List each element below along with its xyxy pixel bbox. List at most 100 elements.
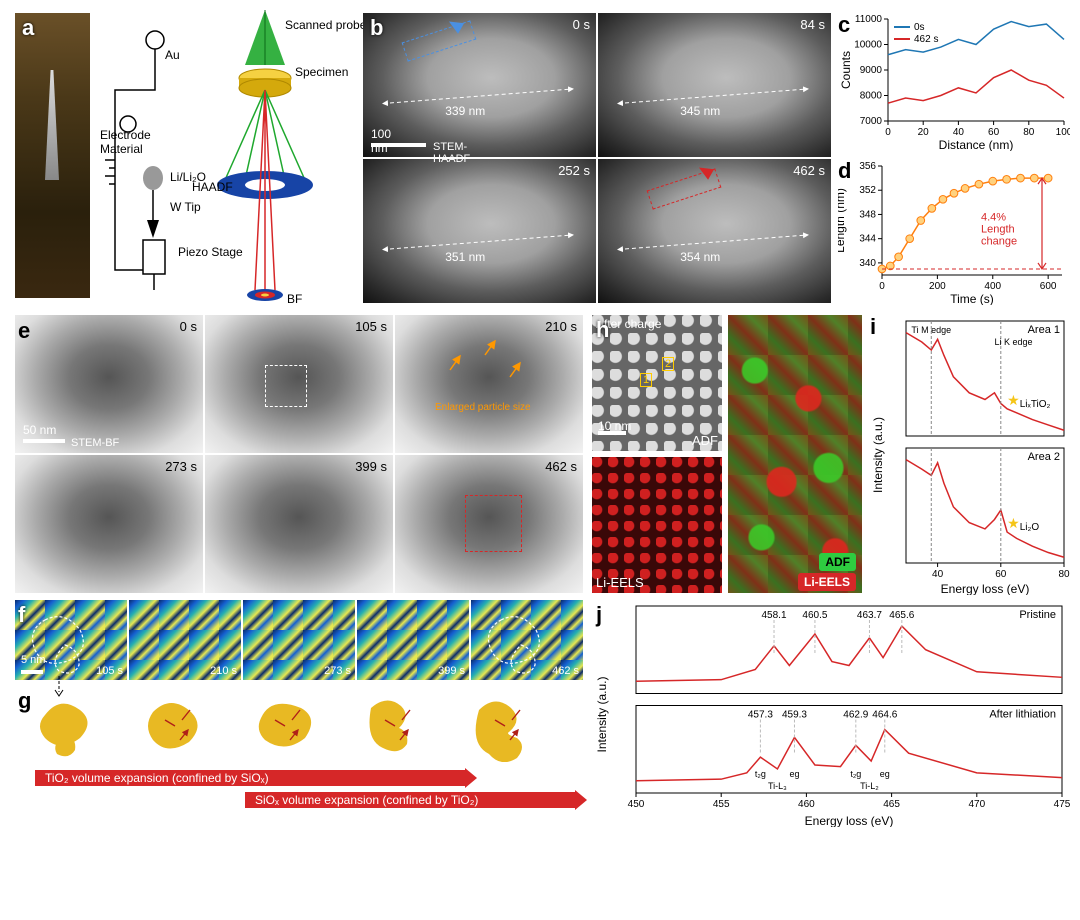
panel-f-frame: 273 s — [243, 600, 355, 680]
svg-text:200: 200 — [929, 281, 946, 292]
label-g: g — [18, 688, 31, 714]
label-bf: BF — [287, 292, 302, 306]
svg-text:40: 40 — [932, 569, 944, 580]
svg-text:460.5: 460.5 — [802, 610, 827, 621]
panel-g-blob — [365, 690, 455, 762]
panel-b-frame: 0 s 339 nm — [363, 13, 596, 157]
svg-text:11000: 11000 — [855, 14, 883, 25]
svg-text:Energy loss (eV): Energy loss (eV) — [941, 582, 1030, 595]
svg-text:340: 340 — [859, 258, 876, 269]
panel-h-m1: 1 — [640, 373, 652, 387]
svg-text:356: 356 — [859, 161, 876, 172]
label-b: b — [370, 15, 383, 41]
svg-text:460: 460 — [798, 799, 815, 810]
label-haadf: HAADF — [192, 180, 233, 194]
label-wtip: W Tip — [170, 200, 201, 214]
label-e: e — [18, 318, 30, 344]
svg-text:80: 80 — [1058, 569, 1070, 580]
panel-f-frame: 462 s — [471, 600, 583, 680]
panel-g-bar2: SiOₓ volume expansion (confined by TiO₂) — [245, 792, 575, 808]
svg-text:Area 2: Area 2 — [1028, 451, 1060, 463]
legend-li: Li-EELS — [798, 573, 856, 591]
svg-text:Intensity (a.u.): Intensity (a.u.) — [871, 417, 885, 493]
svg-text:Time (s): Time (s) — [950, 292, 994, 305]
label-c: c — [838, 12, 850, 38]
svg-text:Ti-L₃: Ti-L₃ — [768, 781, 787, 791]
svg-text:Area 1: Area 1 — [1028, 324, 1060, 336]
svg-text:★: ★ — [1007, 515, 1020, 531]
panel-e-frame: 399 s — [205, 455, 393, 593]
svg-text:t₂g: t₂g — [755, 769, 766, 779]
svg-text:80: 80 — [1023, 127, 1035, 138]
svg-text:0s: 0s — [914, 22, 925, 33]
svg-text:After lithiation: After lithiation — [989, 709, 1056, 721]
panel-b-frame: 84 s 345 nm — [598, 13, 831, 157]
panel-h: After charge 1 2 10 nm ADF Li-EELS ADF L… — [592, 315, 862, 595]
svg-text:Intensity (a.u.): Intensity (a.u.) — [595, 676, 609, 752]
svg-text:LiₓTiO₂: LiₓTiO₂ — [1020, 399, 1051, 410]
label-d: d — [838, 158, 851, 184]
panel-g-blob — [35, 690, 125, 762]
panel-f-frame: 399 s — [357, 600, 469, 680]
label-specimen: Specimen — [295, 65, 348, 79]
label-h: h — [596, 317, 609, 343]
svg-text:Li₂O: Li₂O — [1020, 522, 1040, 533]
label-f: f — [18, 602, 25, 628]
panel-f-frame: 105 s — [15, 600, 127, 680]
svg-text:400: 400 — [984, 281, 1001, 292]
svg-text:462.9: 462.9 — [843, 710, 868, 721]
svg-text:465: 465 — [883, 799, 900, 810]
svg-text:0: 0 — [885, 127, 891, 138]
svg-text:455: 455 — [713, 799, 730, 810]
chart-j: 458.1460.5463.7465.6Pristine457.3459.346… — [592, 602, 1070, 827]
svg-text:★: ★ — [1007, 392, 1020, 408]
svg-text:450: 450 — [628, 799, 645, 810]
svg-text:Counts: Counts — [839, 51, 853, 89]
panel-e-grid: 0 s105 s210 s273 s399 s462 s 50 nm STEM-… — [15, 315, 585, 595]
chart-c: 0204060801007000800090001000011000Distan… — [838, 13, 1070, 151]
svg-text:9000: 9000 — [860, 65, 883, 76]
panel-g-blob — [255, 690, 345, 762]
panel-f-grid: 105 s 210 s273 s399 s462 s 5 nm — [15, 600, 585, 680]
svg-text:40: 40 — [953, 127, 965, 138]
panel-h-li-label: Li-EELS — [596, 575, 644, 590]
label-a: a — [22, 15, 34, 41]
panel-h-lieels — [592, 457, 722, 593]
svg-text:464.6: 464.6 — [872, 710, 897, 721]
svg-text:475: 475 — [1054, 799, 1070, 810]
svg-text:457.3: 457.3 — [748, 710, 773, 721]
label-j: j — [596, 602, 602, 628]
panel-g-bar1: TiO₂ volume expansion (confined by SiOₓ) — [35, 770, 465, 786]
panel-h-m2: 2 — [662, 357, 674, 371]
svg-text:458.1: 458.1 — [762, 610, 787, 621]
panel-h-overlay — [728, 315, 862, 593]
svg-text:Length (nm): Length (nm) — [838, 188, 847, 253]
svg-text:465.6: 465.6 — [889, 610, 914, 621]
svg-text:4.4%Lengthchange: 4.4%Lengthchange — [981, 212, 1017, 248]
chart-d: 0200400600340344348352356Time (s)Length … — [838, 160, 1070, 305]
label-electrode: Electrode Material — [100, 128, 151, 156]
svg-text:470: 470 — [968, 799, 985, 810]
svg-text:20: 20 — [918, 127, 930, 138]
panel-b-grid: 0 s 339 nm 84 s 345 nm 252 s 351 nm 462 … — [363, 13, 833, 305]
svg-text:600: 600 — [1040, 281, 1057, 292]
svg-text:463.7: 463.7 — [857, 610, 882, 621]
svg-text:Energy loss (eV): Energy loss (eV) — [805, 814, 894, 827]
svg-text:eg: eg — [880, 769, 890, 779]
svg-text:352: 352 — [859, 185, 876, 196]
panel-g-blob — [475, 690, 565, 762]
svg-text:60: 60 — [995, 569, 1007, 580]
svg-text:100: 100 — [1056, 127, 1070, 138]
panel-f-frame: 210 s — [129, 600, 241, 680]
svg-text:348: 348 — [859, 209, 876, 220]
panel-a-optics — [210, 10, 320, 310]
svg-text:344: 344 — [859, 234, 876, 245]
svg-text:10000: 10000 — [854, 40, 882, 51]
svg-text:60: 60 — [988, 127, 1000, 138]
svg-text:Ti-L₂: Ti-L₂ — [860, 781, 879, 791]
panel-a-circuit — [95, 20, 180, 300]
svg-text:Ti M edge: Ti M edge — [911, 325, 951, 335]
label-scanned-probe: Scanned probe — [285, 18, 366, 32]
svg-text:Li K edge: Li K edge — [994, 337, 1032, 347]
svg-text:7000: 7000 — [860, 116, 883, 127]
